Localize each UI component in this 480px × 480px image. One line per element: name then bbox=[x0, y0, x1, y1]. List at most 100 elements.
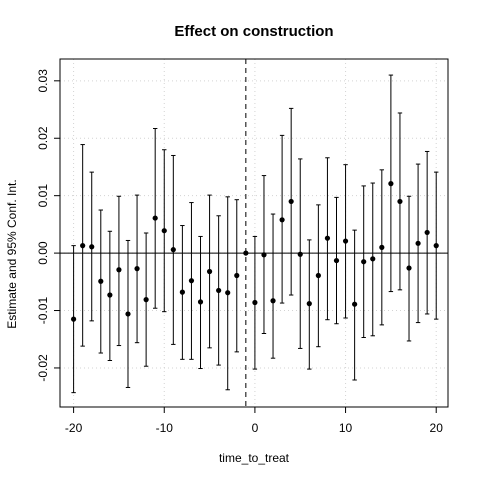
y-tick-label: 0.01 bbox=[36, 184, 50, 208]
estimate-point-group bbox=[197, 235, 204, 370]
estimate-point-group bbox=[252, 235, 258, 370]
estimate-point-group bbox=[352, 229, 358, 381]
estimate-point bbox=[125, 311, 131, 317]
estimate-point-group bbox=[370, 182, 376, 337]
y-tick-label: -0.01 bbox=[36, 297, 50, 325]
estimate-point bbox=[333, 257, 340, 264]
estimate-point-group bbox=[315, 204, 321, 348]
estimate-point bbox=[361, 259, 367, 265]
estimate-point-group bbox=[415, 163, 421, 324]
y-tick-label: 0.00 bbox=[36, 241, 50, 265]
estimate-point-group bbox=[70, 245, 77, 394]
estimate-point bbox=[324, 235, 331, 241]
estimate-point bbox=[270, 298, 276, 304]
estimate-point bbox=[179, 289, 185, 295]
x-tick-label: -20 bbox=[65, 421, 83, 435]
estimate-point-group bbox=[279, 134, 285, 304]
estimate-point bbox=[143, 297, 149, 303]
x-tick-label: 0 bbox=[252, 421, 259, 435]
estimate-point-group bbox=[80, 144, 86, 347]
estimate-point bbox=[288, 198, 294, 205]
x-tick-label: 10 bbox=[339, 421, 353, 435]
y-axis-label: Estimate and 95% Conf. Int. bbox=[5, 179, 19, 328]
estimate-point bbox=[342, 238, 349, 244]
estimate-point bbox=[315, 272, 321, 279]
estimate-point-group bbox=[152, 127, 158, 309]
estimate-point-group bbox=[225, 196, 231, 391]
x-tick-label: 20 bbox=[430, 421, 444, 435]
estimate-point-group bbox=[406, 195, 412, 342]
estimate-point-group bbox=[216, 215, 222, 366]
estimate-point-group bbox=[342, 164, 349, 319]
estimate-point-group bbox=[234, 199, 240, 353]
estimate-point-group bbox=[397, 112, 403, 291]
x-tick-label: -10 bbox=[156, 421, 174, 435]
estimate-point bbox=[188, 278, 195, 284]
estimate-point bbox=[161, 228, 167, 234]
estimate-point bbox=[397, 198, 403, 205]
estimate-point-group bbox=[161, 149, 167, 313]
estimate-point bbox=[252, 299, 258, 306]
estimate-point-group bbox=[270, 213, 276, 359]
estimate-point-group bbox=[379, 169, 385, 326]
estimate-point bbox=[107, 292, 113, 298]
x-axis: -20 -10 0 10 20 bbox=[65, 407, 443, 435]
x-axis-label: time_to_treat bbox=[219, 451, 290, 465]
estimate-point-group bbox=[188, 202, 195, 360]
estimate-point bbox=[225, 290, 231, 296]
estimate-point bbox=[197, 299, 204, 305]
estimate-point bbox=[70, 316, 77, 322]
chart-title: Effect on construction bbox=[174, 23, 333, 40]
y-axis: -0.02 -0.01 0.00 0.01 0.02 0.03 bbox=[36, 69, 60, 382]
estimate-point bbox=[89, 244, 95, 250]
estimate-point-group bbox=[107, 230, 113, 361]
estimate-point bbox=[406, 265, 412, 271]
estimate-point-group bbox=[388, 74, 394, 293]
grid-lines bbox=[60, 59, 448, 407]
estimate-point bbox=[152, 215, 158, 221]
y-tick-label: -0.02 bbox=[36, 354, 50, 382]
estimate-point bbox=[388, 181, 394, 187]
estimate-point bbox=[80, 243, 86, 249]
estimate-point bbox=[297, 251, 303, 257]
estimate-point bbox=[261, 252, 267, 258]
estimate-point-group bbox=[433, 171, 439, 320]
estimate-point-group bbox=[89, 171, 95, 322]
estimate-point-group bbox=[243, 250, 249, 256]
estimate-point-group bbox=[261, 175, 267, 334]
data-marks bbox=[70, 74, 439, 394]
reference-lines bbox=[60, 59, 448, 407]
estimate-point bbox=[306, 301, 312, 307]
estimate-point-group bbox=[170, 154, 176, 345]
estimate-point bbox=[424, 229, 430, 236]
estimate-point bbox=[379, 244, 385, 250]
estimate-point-group bbox=[297, 158, 303, 349]
estimate-point-group bbox=[206, 194, 213, 349]
estimate-point bbox=[279, 217, 285, 223]
estimate-point bbox=[370, 256, 376, 262]
estimate-point bbox=[98, 278, 104, 284]
y-tick-label: 0.02 bbox=[36, 126, 50, 150]
estimate-point bbox=[352, 301, 358, 307]
estimate-point bbox=[206, 268, 213, 275]
estimate-point-group bbox=[116, 195, 122, 347]
y-tick-label: 0.03 bbox=[36, 69, 50, 93]
estimate-point bbox=[433, 243, 439, 249]
estimate-point-group bbox=[179, 225, 185, 360]
estimate-point-group bbox=[333, 196, 340, 325]
estimate-point bbox=[116, 267, 122, 273]
estimate-point-group bbox=[98, 209, 104, 354]
estimate-point bbox=[134, 266, 140, 272]
estimate-point-group bbox=[125, 239, 131, 388]
estimate-point bbox=[243, 250, 249, 256]
estimate-point-group bbox=[424, 150, 430, 315]
estimate-point bbox=[234, 272, 240, 279]
estimate-point-group bbox=[306, 239, 312, 370]
estimate-point bbox=[170, 247, 176, 253]
estimate-point-group bbox=[143, 232, 149, 367]
estimate-point-group bbox=[134, 194, 140, 344]
estimate-point bbox=[415, 240, 421, 246]
estimate-point bbox=[216, 287, 222, 294]
estimate-point-group bbox=[288, 107, 294, 296]
